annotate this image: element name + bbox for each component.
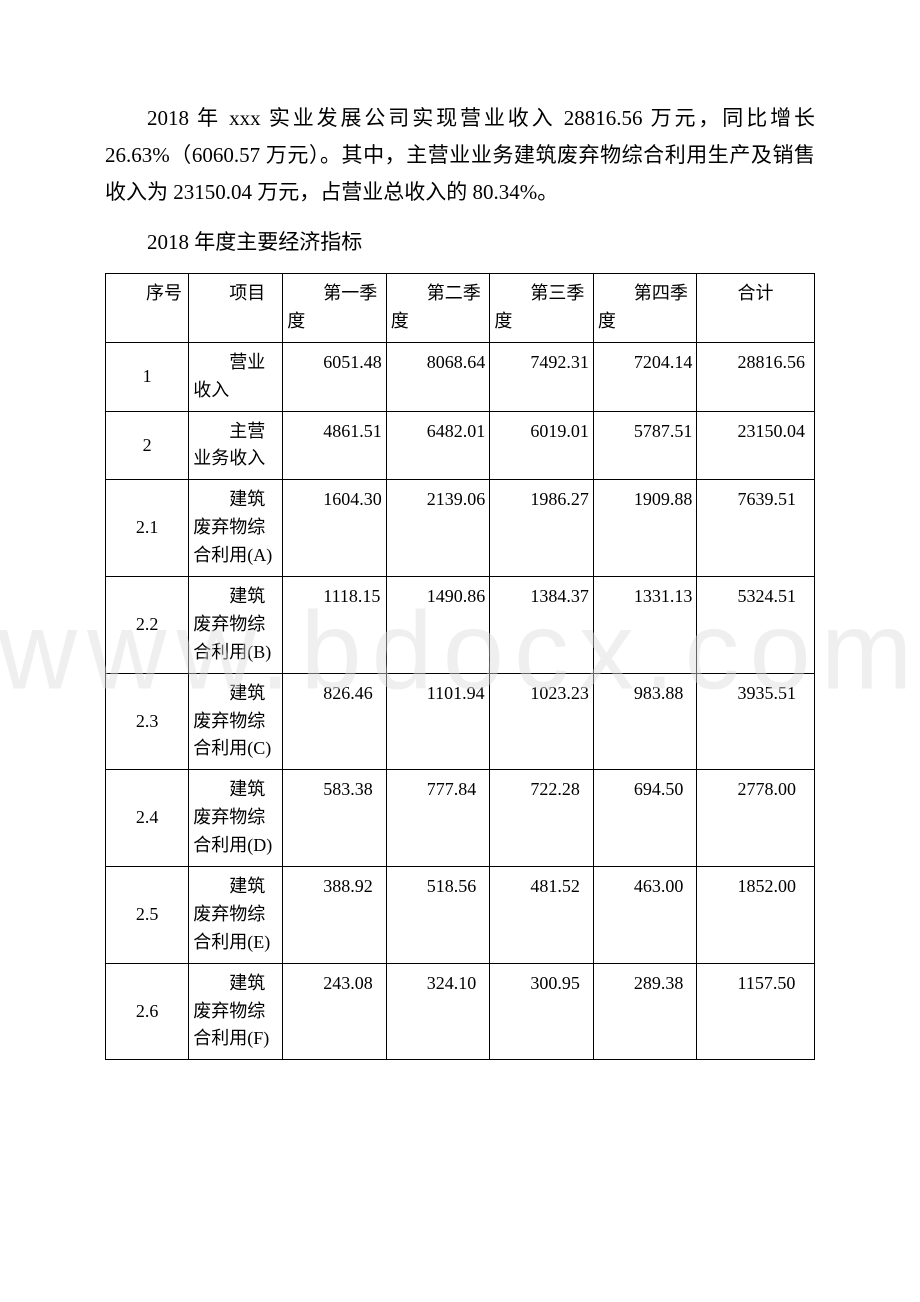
cell-q2: 1490.86 — [386, 577, 490, 674]
cell-q1: 1604.30 — [283, 480, 387, 577]
cell-q4: 463.00 — [593, 867, 697, 964]
table-row: 2.5 建筑废弃物综合利用(E) 388.92 518.56 481.52 46… — [106, 867, 815, 964]
cell-q2: 518.56 — [386, 867, 490, 964]
cell-item: 建筑废弃物综合利用(B) — [189, 577, 283, 674]
cell-q1: 1118.15 — [283, 577, 387, 674]
col-header-index: 序号 — [106, 274, 189, 343]
cell-item: 建筑废弃物综合利用(D) — [189, 770, 283, 867]
cell-total: 3935.51 — [697, 673, 815, 770]
cell-q3: 300.95 — [490, 963, 594, 1060]
cell-q2: 2139.06 — [386, 480, 490, 577]
cell-q1: 243.08 — [283, 963, 387, 1060]
cell-q4: 1909.88 — [593, 480, 697, 577]
document-page: 2018 年 xxx 实业发展公司实现营业收入 28816.56 万元，同比增长… — [0, 0, 920, 1302]
cell-item: 主营业务收入 — [189, 411, 283, 480]
table-row: 2.3 建筑废弃物综合利用(C) 826.46 1101.94 1023.23 … — [106, 673, 815, 770]
col-header-q3: 第三季度 — [490, 274, 594, 343]
cell-total: 5324.51 — [697, 577, 815, 674]
col-header-total: 合计 — [697, 274, 815, 343]
table-row: 2 主营业务收入 4861.51 6482.01 6019.01 5787.51… — [106, 411, 815, 480]
cell-index: 2.1 — [106, 480, 189, 577]
cell-q2: 6482.01 — [386, 411, 490, 480]
cell-total: 2778.00 — [697, 770, 815, 867]
cell-q4: 5787.51 — [593, 411, 697, 480]
cell-q4: 7204.14 — [593, 342, 697, 411]
col-header-q1: 第一季度 — [283, 274, 387, 343]
indicators-table: 序号 项目 第一季度 第二季度 第三季度 第四季度 合计 1 营业收入 6051… — [105, 273, 815, 1060]
cell-item: 建筑废弃物综合利用(A) — [189, 480, 283, 577]
col-header-q2: 第二季度 — [386, 274, 490, 343]
cell-index: 2.5 — [106, 867, 189, 964]
table-row: 2.2 建筑废弃物综合利用(B) 1118.15 1490.86 1384.37… — [106, 577, 815, 674]
cell-item: 建筑废弃物综合利用(C) — [189, 673, 283, 770]
table-title: 2018 年度主要经济指标 — [105, 224, 815, 261]
intro-paragraph: 2018 年 xxx 实业发展公司实现营业收入 28816.56 万元，同比增长… — [105, 100, 815, 210]
cell-q2: 8068.64 — [386, 342, 490, 411]
cell-q2: 777.84 — [386, 770, 490, 867]
cell-q2: 324.10 — [386, 963, 490, 1060]
table-row: 2.1 建筑废弃物综合利用(A) 1604.30 2139.06 1986.27… — [106, 480, 815, 577]
col-header-item: 项目 — [189, 274, 283, 343]
cell-item: 营业收入 — [189, 342, 283, 411]
cell-index: 2.2 — [106, 577, 189, 674]
cell-q3: 1986.27 — [490, 480, 594, 577]
cell-index: 2.3 — [106, 673, 189, 770]
cell-q4: 289.38 — [593, 963, 697, 1060]
cell-q3: 7492.31 — [490, 342, 594, 411]
cell-q1: 4861.51 — [283, 411, 387, 480]
cell-q1: 388.92 — [283, 867, 387, 964]
cell-index: 2.4 — [106, 770, 189, 867]
cell-q1: 6051.48 — [283, 342, 387, 411]
table-row: 2.4 建筑废弃物综合利用(D) 583.38 777.84 722.28 69… — [106, 770, 815, 867]
cell-q1: 583.38 — [283, 770, 387, 867]
cell-q4: 1331.13 — [593, 577, 697, 674]
cell-index: 2 — [106, 411, 189, 480]
cell-item: 建筑废弃物综合利用(F) — [189, 963, 283, 1060]
cell-total: 28816.56 — [697, 342, 815, 411]
cell-q4: 694.50 — [593, 770, 697, 867]
table-header-row: 序号 项目 第一季度 第二季度 第三季度 第四季度 合计 — [106, 274, 815, 343]
cell-item: 建筑废弃物综合利用(E) — [189, 867, 283, 964]
cell-q2: 1101.94 — [386, 673, 490, 770]
cell-total: 1852.00 — [697, 867, 815, 964]
cell-q3: 1023.23 — [490, 673, 594, 770]
cell-index: 1 — [106, 342, 189, 411]
cell-q3: 6019.01 — [490, 411, 594, 480]
table-row: 2.6 建筑废弃物综合利用(F) 243.08 324.10 300.95 28… — [106, 963, 815, 1060]
cell-total: 1157.50 — [697, 963, 815, 1060]
cell-q3: 481.52 — [490, 867, 594, 964]
cell-q1: 826.46 — [283, 673, 387, 770]
cell-q3: 1384.37 — [490, 577, 594, 674]
cell-q4: 983.88 — [593, 673, 697, 770]
cell-total: 23150.04 — [697, 411, 815, 480]
col-header-q4: 第四季度 — [593, 274, 697, 343]
cell-total: 7639.51 — [697, 480, 815, 577]
cell-index: 2.6 — [106, 963, 189, 1060]
cell-q3: 722.28 — [490, 770, 594, 867]
table-row: 1 营业收入 6051.48 8068.64 7492.31 7204.14 2… — [106, 342, 815, 411]
